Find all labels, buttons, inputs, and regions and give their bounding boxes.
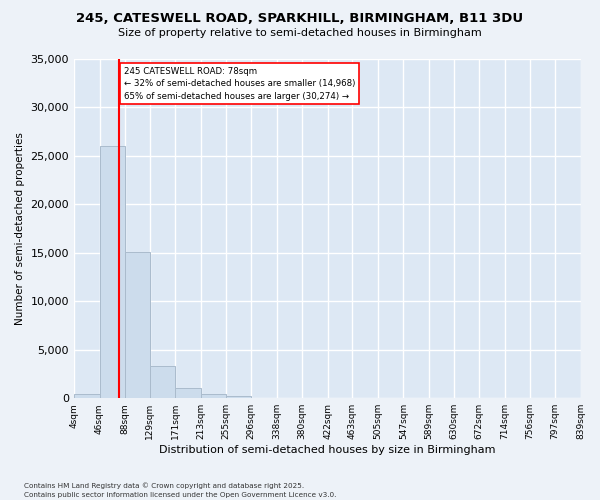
Bar	[74, 394, 100, 398]
Bar	[100, 146, 125, 398]
Bar	[125, 252, 150, 398]
Bar	[226, 396, 251, 398]
Bar	[201, 394, 226, 398]
Text: Contains HM Land Registry data © Crown copyright and database right 2025.: Contains HM Land Registry data © Crown c…	[24, 482, 304, 489]
Text: Size of property relative to semi-detached houses in Birmingham: Size of property relative to semi-detach…	[118, 28, 482, 38]
Text: Contains public sector information licensed under the Open Government Licence v3: Contains public sector information licen…	[24, 492, 337, 498]
Bar	[150, 366, 175, 398]
X-axis label: Distribution of semi-detached houses by size in Birmingham: Distribution of semi-detached houses by …	[159, 445, 496, 455]
Text: 245, CATESWELL ROAD, SPARKHILL, BIRMINGHAM, B11 3DU: 245, CATESWELL ROAD, SPARKHILL, BIRMINGH…	[76, 12, 524, 26]
Text: 245 CATESWELL ROAD: 78sqm
← 32% of semi-detached houses are smaller (14,968)
65%: 245 CATESWELL ROAD: 78sqm ← 32% of semi-…	[124, 67, 355, 101]
Y-axis label: Number of semi-detached properties: Number of semi-detached properties	[15, 132, 25, 325]
Bar	[175, 388, 201, 398]
